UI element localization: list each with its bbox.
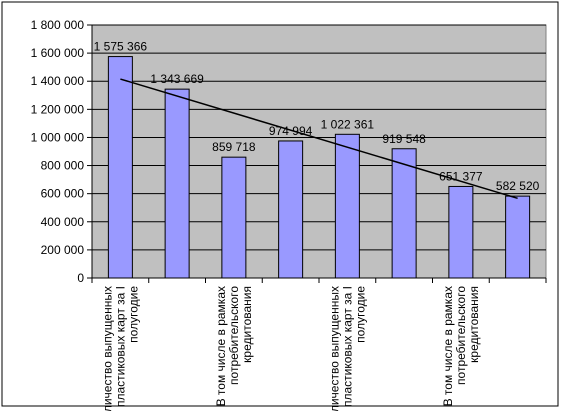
data-label: 1 575 366 [94, 40, 148, 54]
plot-area [91, 24, 547, 279]
y-tick-label: 1 400 000 [31, 74, 85, 88]
bar [391, 148, 417, 279]
x-tick-label: Количество выпущенныхпластиковых карт за… [327, 286, 367, 411]
data-labels: 1 575 366 1 343 669 859 718 974 994 1 022 36… [94, 40, 540, 194]
x-tick-label: В том числе в рамкахпотребительскогокред… [441, 286, 481, 407]
data-label: 859 718 [212, 140, 256, 154]
y-tick-labels: 0 200 000 400 000 600 000 800 000 1 000 000 1 … [31, 18, 85, 285]
trend-line-segment [120, 78, 518, 200]
y-tick-label: 600 000 [41, 187, 85, 201]
y-tick-label: 1 200 000 [31, 102, 85, 116]
y-tick-label: 1 000 000 [31, 130, 85, 144]
bar [278, 140, 304, 279]
bar [107, 56, 133, 279]
y-tick-label: 1 600 000 [31, 46, 85, 60]
y-tick-label: 200 000 [41, 243, 85, 257]
bar [448, 185, 474, 279]
data-label: 1 343 669 [150, 72, 204, 86]
y-tick-label: 0 [77, 271, 84, 285]
bar [334, 133, 360, 279]
trend-line [120, 78, 518, 200]
y-tick-label: 400 000 [41, 215, 85, 229]
bars [107, 56, 531, 279]
data-label: 582 520 [496, 179, 540, 193]
bar [221, 156, 247, 279]
data-label: 919 548 [382, 132, 426, 146]
y-tick-label: 1 800 000 [31, 18, 85, 32]
data-label: 1 022 361 [321, 117, 375, 131]
bar [164, 88, 190, 279]
data-label: 651 377 [439, 169, 483, 183]
bar [505, 195, 531, 279]
data-label: 974 994 [269, 124, 313, 138]
y-tick-label: 800 000 [41, 159, 85, 173]
x-tick-label: В том числе в рамкахпотребительскогокред… [214, 286, 254, 407]
x-tick-label: Количество выпущенныхпластиковых карт за… [100, 286, 140, 411]
x-tick-labels: Количество выпущенныхпластиковых карт за… [100, 286, 481, 411]
